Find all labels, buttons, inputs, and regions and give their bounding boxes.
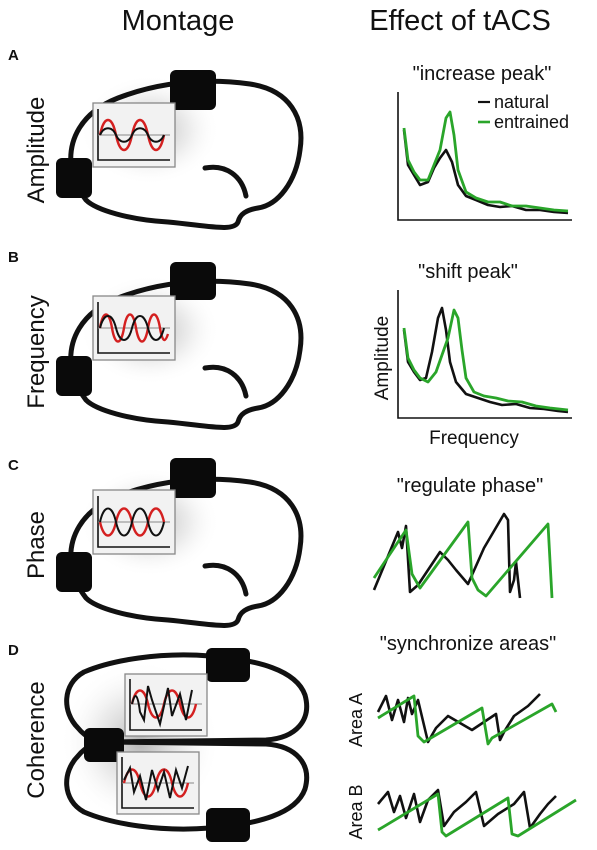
electrode-b-2	[56, 356, 92, 396]
effect-label-c: "regulate phase"	[397, 475, 544, 497]
effect-label-d: "synchronize areas"	[380, 633, 557, 655]
entrained-phase-area-b	[377, 792, 577, 838]
brain-montage-c	[56, 458, 304, 628]
row-label-coherence: Coherence	[23, 681, 50, 798]
panel-letter-a: A	[8, 47, 19, 64]
phase-plot-area-a	[376, 693, 558, 746]
area-a-label: Area A	[346, 693, 366, 747]
effect-label-a: "increase peak"	[413, 63, 552, 85]
brain-montage-a	[56, 70, 304, 230]
y-axis-label: Amplitude	[372, 316, 393, 401]
brain-montage-d	[60, 648, 309, 842]
entrained-spectrum-a	[402, 110, 569, 213]
entrained-spectrum-b	[402, 308, 569, 412]
row-label-amplitude: Amplitude	[23, 97, 50, 204]
spectrum-plot-a: natural entrained	[397, 92, 572, 221]
row-label-phase: Phase	[23, 511, 50, 579]
natural-phase-c	[372, 512, 522, 599]
effect-header: Effect of tACS	[369, 5, 551, 37]
entrained-phase-c	[372, 520, 554, 599]
montage-header: Montage	[122, 5, 235, 37]
natural-phase-area-a	[376, 693, 541, 744]
brain-montage-b	[56, 262, 304, 430]
row-label-frequency: Frequency	[23, 295, 50, 408]
electrode-d-3	[206, 808, 250, 842]
effect-label-b: "shift peak"	[418, 261, 518, 283]
electrode-a-1	[170, 70, 216, 110]
phase-plot-c	[372, 512, 554, 599]
row-b: B Frequency "shift peak" Amplitude Frequ…	[8, 249, 572, 449]
electrode-c-1	[170, 458, 216, 498]
x-axis-label: Frequency	[429, 428, 519, 449]
electrode-d-1	[206, 648, 250, 682]
panel-letter-b: B	[8, 249, 19, 266]
natural-phase-area-b	[377, 788, 557, 830]
electrode-a-2	[56, 158, 92, 198]
row-a: A Amplitude "increase peak" natural entr…	[8, 47, 572, 230]
panel-letter-d: D	[8, 642, 19, 659]
legend-natural: natural	[494, 92, 549, 112]
panel-letter-c: C	[8, 457, 19, 474]
phase-plot-area-b	[377, 788, 577, 838]
electrode-d-2	[84, 728, 124, 762]
row-d: D Coherence "synchronize areas" Area A A…	[8, 633, 577, 842]
natural-spectrum-a	[402, 129, 569, 215]
electrode-c-2	[56, 552, 92, 592]
spectrum-plot-b: Amplitude Frequency	[372, 290, 572, 449]
row-c: C Phase "regulate phase"	[8, 457, 554, 628]
entrained-phase-area-a	[377, 694, 558, 746]
area-b-label: Area B	[346, 784, 366, 839]
electrode-b-1	[170, 262, 216, 300]
legend-entrained: entrained	[494, 112, 569, 132]
